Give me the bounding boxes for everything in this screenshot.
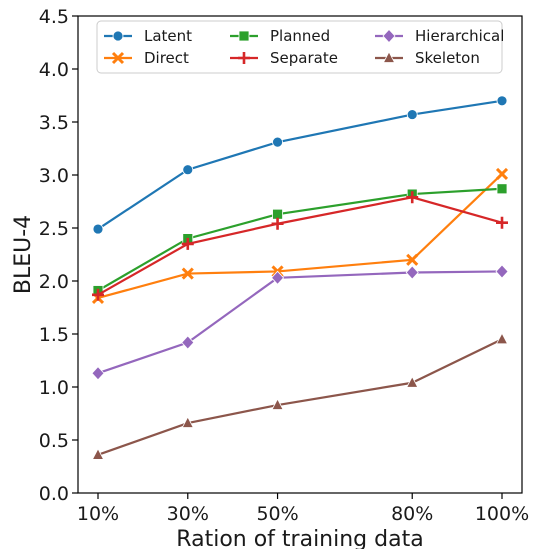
data-point-direct xyxy=(181,267,194,280)
x-tick-label: 10% xyxy=(77,503,119,525)
legend-marker-direct xyxy=(111,51,125,65)
y-tick-label: 2.0 xyxy=(39,271,69,293)
legend-frame xyxy=(96,20,503,74)
legend-marker-latent xyxy=(112,30,124,42)
series-line-hierarchical xyxy=(97,270,503,375)
series-latent xyxy=(92,95,508,235)
legend-marker-planned xyxy=(238,30,250,42)
data-point-skeleton xyxy=(91,447,105,460)
plot-frame xyxy=(77,15,523,494)
data-point-latent xyxy=(272,136,283,148)
y-tick-label: 0.5 xyxy=(39,430,69,452)
x-tick-label: 80% xyxy=(391,503,433,525)
data-point-skeleton xyxy=(271,398,284,410)
data-point-skeleton xyxy=(495,332,509,345)
legend: Latent Direct Planned Separate Hierarchical S… xyxy=(96,20,504,74)
data-point-skeleton xyxy=(181,416,194,428)
plot-area xyxy=(91,95,509,460)
data-point-separate xyxy=(92,288,104,301)
data-point-latent xyxy=(92,223,104,235)
x-tick-label: 50% xyxy=(256,503,298,525)
y-tick-label: 4.5 xyxy=(39,6,69,28)
data-point-hierarchical xyxy=(495,264,509,279)
series-skeleton xyxy=(91,332,509,460)
legend-marker-hierarchical xyxy=(382,28,396,44)
data-point-separate xyxy=(271,217,284,230)
y-tick-label: 2.5 xyxy=(39,218,69,240)
data-point-hierarchical xyxy=(271,270,285,285)
legend-marker-skeleton xyxy=(382,51,396,63)
legend-label-latent: Latent xyxy=(144,27,192,45)
legend-label-planned: Planned xyxy=(270,27,330,45)
legend-label-hierarchical: Hierarchical xyxy=(415,27,504,45)
data-point-latent xyxy=(182,164,194,176)
legend-item-separate: Separate xyxy=(230,49,338,67)
legend-label-direct: Direct xyxy=(144,49,189,67)
x-tick-label: 30% xyxy=(167,503,209,525)
y-axis-title: BLEU-4 xyxy=(11,215,36,294)
data-point-hierarchical xyxy=(181,335,195,350)
data-point-separate xyxy=(406,191,419,204)
data-point-latent xyxy=(496,95,508,107)
y-tick-label: 1.0 xyxy=(39,377,69,399)
series-planned xyxy=(92,183,508,296)
data-point-separate xyxy=(496,216,508,229)
y-tick-label: 4.0 xyxy=(39,59,69,81)
y-tick-label: 0.0 xyxy=(39,483,69,505)
data-point-hierarchical xyxy=(405,265,419,280)
legend-item-planned: Planned xyxy=(230,27,330,45)
x-axis-title: Ration of training data xyxy=(176,527,423,549)
legend-item-direct: Direct xyxy=(104,49,189,67)
legend-marker-separate xyxy=(238,52,250,64)
data-point-direct xyxy=(495,167,509,181)
legend-label-separate: Separate xyxy=(270,49,338,67)
legend-label-skeleton: Skeleton xyxy=(415,49,480,67)
legend-item-latent: Latent xyxy=(104,27,192,45)
legend-item-skeleton: Skeleton xyxy=(375,49,480,67)
y-tick-label: 3.0 xyxy=(39,165,69,187)
data-point-separate xyxy=(181,237,194,250)
x-tick-label: 100% xyxy=(475,503,529,525)
legend-item-hierarchical: Hierarchical xyxy=(375,27,504,45)
series-direct xyxy=(91,167,509,305)
data-point-skeleton xyxy=(406,375,419,388)
y-tick-label: 3.5 xyxy=(39,112,69,134)
y-tick-label: 1.5 xyxy=(39,324,69,346)
data-point-planned xyxy=(272,208,283,220)
series-hierarchical xyxy=(91,264,509,381)
data-point-direct xyxy=(406,253,419,266)
data-point-latent xyxy=(406,109,418,120)
series-line-planned xyxy=(97,187,503,292)
series-separate xyxy=(92,191,508,301)
axes: 0.0 0.5 1.0 1.5 2.0 2.5 3.0 3.5 4.0 4.5 10% 30% 50% 8… xyxy=(39,6,529,525)
data-point-planned xyxy=(496,183,508,195)
series-line-skeleton xyxy=(97,338,503,456)
data-point-hierarchical xyxy=(91,366,105,381)
